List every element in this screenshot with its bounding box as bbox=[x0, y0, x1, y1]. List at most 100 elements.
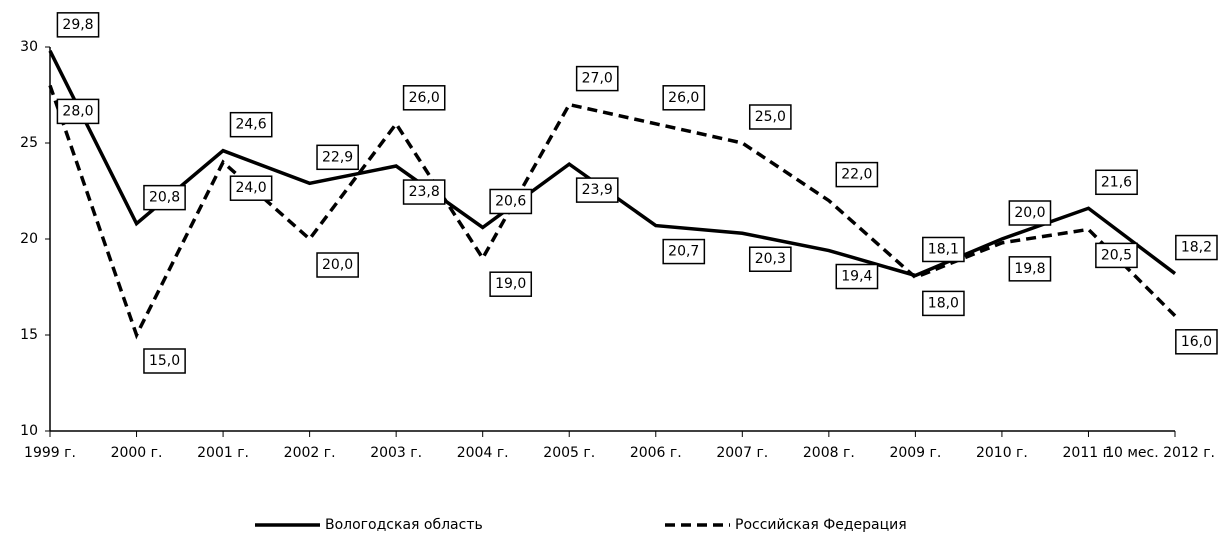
legend-label: Вологодская область bbox=[325, 517, 483, 533]
value-label-box bbox=[1008, 256, 1052, 282]
value-label-box bbox=[316, 252, 359, 278]
value-label-text: 23,8 bbox=[409, 184, 440, 200]
value-label-text: 20,8 bbox=[149, 190, 180, 206]
value-label-text: 16,0 bbox=[1181, 334, 1212, 350]
value-label: 24,6 bbox=[229, 111, 273, 138]
value-label-text: 25,0 bbox=[755, 109, 786, 125]
value-label-box bbox=[1008, 200, 1052, 226]
x-tick-label: 2009 г. bbox=[889, 445, 941, 461]
value-label: 20,0 bbox=[316, 252, 359, 278]
x-tick-label: 2003 г. bbox=[370, 445, 422, 461]
x-tick-label: 10 мес. 2012 г. bbox=[1105, 445, 1215, 461]
value-label-text: 22,9 bbox=[322, 149, 353, 165]
value-label-text: 20,0 bbox=[1014, 205, 1045, 221]
value-label-text: 29,8 bbox=[62, 17, 93, 33]
value-label-text: 24,0 bbox=[235, 180, 266, 196]
value-label-box bbox=[662, 85, 706, 111]
value-label-text: 18,2 bbox=[1181, 240, 1212, 256]
value-label-box bbox=[1175, 329, 1218, 355]
value-label: 18,1 bbox=[922, 236, 965, 263]
value-label-text: 20,3 bbox=[755, 251, 786, 267]
value-label-text: 18,1 bbox=[928, 241, 959, 257]
x-tick-label: 2001 г. bbox=[197, 445, 249, 461]
value-label-text: 19,0 bbox=[495, 276, 526, 292]
value-label-text: 26,0 bbox=[409, 90, 440, 106]
value-label: 22,0 bbox=[835, 161, 879, 188]
value-label-text: 21,6 bbox=[1101, 174, 1132, 190]
value-label: 20,3 bbox=[748, 246, 792, 272]
value-label-box bbox=[489, 188, 533, 215]
value-label: 20,8 bbox=[143, 184, 186, 211]
value-label: 21,6 bbox=[1095, 169, 1138, 196]
value-label-box bbox=[229, 111, 273, 138]
value-label: 19,4 bbox=[835, 263, 879, 290]
value-label: 19,0 bbox=[489, 271, 533, 297]
y-tick-label: 15 bbox=[20, 327, 38, 343]
value-label: 23,8 bbox=[402, 179, 446, 205]
value-label-box bbox=[748, 104, 792, 130]
value-label-text: 20,5 bbox=[1101, 247, 1132, 263]
value-label-text: 27,0 bbox=[582, 71, 613, 87]
value-label-box bbox=[748, 246, 792, 272]
x-tick-label: 2005 г. bbox=[543, 445, 595, 461]
x-tick-label: 2007 г. bbox=[716, 445, 768, 461]
value-label-text: 18,0 bbox=[928, 295, 959, 311]
value-label-box bbox=[575, 177, 619, 203]
value-label: 26,0 bbox=[402, 85, 446, 111]
value-label: 28,0 bbox=[56, 98, 100, 125]
value-label-text: 24,6 bbox=[235, 117, 266, 133]
y-tick-label: 25 bbox=[20, 135, 38, 151]
x-tick-label: 2006 г. bbox=[630, 445, 682, 461]
value-label: 29,8 bbox=[56, 12, 100, 38]
x-tick-label: 2008 г. bbox=[803, 445, 855, 461]
value-label-text: 15,0 bbox=[149, 353, 180, 369]
value-label-box bbox=[835, 263, 879, 290]
value-label-text: 19,8 bbox=[1014, 261, 1045, 277]
value-label-text: 20,6 bbox=[495, 193, 526, 209]
value-label-box bbox=[56, 12, 100, 38]
value-label: 25,0 bbox=[748, 104, 792, 130]
value-label: 20,7 bbox=[662, 238, 706, 265]
value-label-box bbox=[835, 161, 879, 188]
line-series bbox=[48, 84, 1177, 340]
y-tick-label: 10 bbox=[20, 423, 38, 439]
value-label-box bbox=[402, 85, 446, 111]
value-label: 20,5 bbox=[1095, 242, 1138, 269]
value-label-text: 22,0 bbox=[841, 167, 872, 183]
y-tick-label: 30 bbox=[20, 39, 38, 55]
x-tick-label: 2000 г. bbox=[111, 445, 163, 461]
value-label-box bbox=[662, 238, 706, 265]
value-label-text: 19,4 bbox=[841, 269, 872, 285]
value-label: 22,9 bbox=[316, 144, 359, 171]
value-label-box bbox=[1095, 169, 1138, 196]
value-label: 20,6 bbox=[489, 188, 533, 215]
x-tick-label: 2004 г. bbox=[457, 445, 509, 461]
value-label: 20,0 bbox=[1008, 200, 1052, 226]
value-label-box bbox=[402, 179, 446, 205]
value-label: 27,0 bbox=[575, 65, 619, 92]
value-label: 23,9 bbox=[575, 177, 619, 203]
value-label-box bbox=[316, 144, 359, 171]
value-label: 18,2 bbox=[1175, 234, 1218, 261]
x-tick-label: 2011 г. bbox=[1063, 445, 1115, 461]
value-label: 15,0 bbox=[143, 348, 186, 374]
value-label-box bbox=[143, 184, 186, 211]
value-label-box bbox=[489, 271, 533, 297]
value-label-box bbox=[575, 65, 619, 92]
value-label-box bbox=[1095, 242, 1138, 269]
value-label: 19,8 bbox=[1008, 256, 1052, 282]
value-label-box bbox=[143, 348, 186, 374]
value-label-box bbox=[922, 236, 965, 263]
value-label: 16,0 bbox=[1175, 329, 1218, 355]
x-tick-label: 2002 г. bbox=[284, 445, 336, 461]
value-label-box bbox=[56, 98, 100, 125]
x-tick-label: 2010 г. bbox=[976, 445, 1028, 461]
value-label-box bbox=[229, 175, 273, 201]
value-label: 18,0 bbox=[922, 290, 965, 317]
value-label-box bbox=[1175, 234, 1218, 261]
value-label-text: 26,0 bbox=[668, 90, 699, 106]
legend-label: Российская Федерация bbox=[735, 517, 907, 533]
value-label-text: 23,9 bbox=[582, 182, 613, 198]
y-tick-label: 20 bbox=[20, 231, 38, 247]
